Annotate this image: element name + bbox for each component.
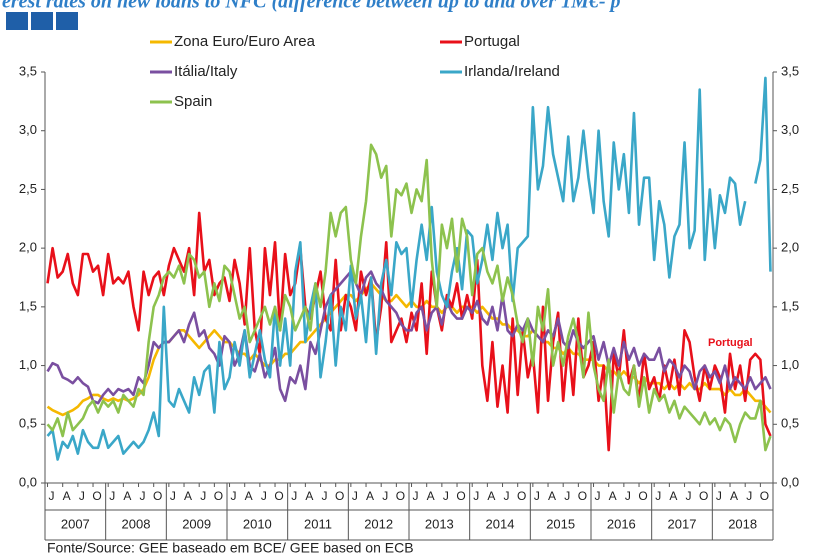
x-tick-label: J [473,489,479,503]
y2-tick-label: 3,5 [781,63,799,78]
x-tick-label: J [49,489,55,503]
logo-square [6,12,28,30]
x-tick-label: A [427,489,435,503]
x-tick-label: J [504,489,510,503]
x-tick-label: J [382,489,388,503]
year-label: 2018 [728,516,757,531]
x-tick-label: J [140,489,146,503]
y2-tick-label: 0,5 [781,416,799,431]
y-tick-label: 3,0 [19,122,37,137]
year-label: 2009 [182,516,211,531]
series-line [46,76,772,461]
y2-tick-label: 3,0 [781,122,799,137]
x-tick-label: A [669,489,677,503]
x-tick-label: J [443,489,449,503]
x-tick-label: J [655,489,661,503]
y2-tick-label: 2,0 [781,240,799,255]
series-line [46,143,772,452]
x-tick-label: O [638,489,647,503]
legend-label: Spain [174,93,212,110]
y2-tick-label: 1,0 [781,357,799,372]
x-tick-label: O [153,489,162,503]
x-tick-label: A [305,489,313,503]
x-tick-label: A [548,489,556,503]
x-tick-label: O [699,489,708,503]
x-tick-label: J [595,489,601,503]
year-label: 2013 [425,516,454,531]
y-tick-label: 3,5 [19,63,37,78]
annotation: Portugal [708,337,753,349]
x-tick-label: A [730,489,738,503]
x-tick-label: O [578,489,587,503]
year-label: 2010 [243,516,272,531]
x-tick-label: J [261,489,267,503]
legend-label: Irlanda/Ireland [464,63,560,80]
x-tick-label: J [170,489,176,503]
x-tick-label: J [200,489,206,503]
source-note: Fonte/Source: GEE baseado em BCE/ GEE ba… [47,540,414,556]
x-tick-label: O [274,489,283,503]
y-tick-label: 1,5 [19,298,37,313]
y2-tick-label: 1,5 [781,298,799,313]
x-tick-label: J [322,489,328,503]
x-tick-label: A [63,489,71,503]
x-tick-label: J [625,489,631,503]
x-tick-label: A [123,489,131,503]
x-tick-label: A [487,489,495,503]
x-tick-label: O [517,489,526,503]
x-tick-label: A [609,489,617,503]
year-label: 2015 [546,516,575,531]
x-tick-label: J [413,489,419,503]
legend-label: Zona Euro/Euro Area [174,33,316,50]
x-tick-label: A [366,489,374,503]
year-label: 2017 [668,516,697,531]
x-tick-label: J [291,489,297,503]
chart-title: erest rates on new loans to NFC (differe… [2,0,621,13]
x-tick-label: J [564,489,570,503]
legend-label: Portugal [464,33,520,50]
y2-tick-label: 0,0 [781,474,799,489]
x-tick-label: O [92,489,101,503]
y-tick-label: 2,5 [19,181,37,196]
x-tick-label: O [335,489,344,503]
x-tick-label: J [534,489,540,503]
y-tick-label: 2,0 [19,240,37,255]
y-tick-label: 0,0 [19,474,37,489]
year-label: 2011 [304,516,332,531]
y-tick-label: 0,5 [19,416,37,431]
x-tick-label: O [396,489,405,503]
year-label: 2008 [122,516,151,531]
x-tick-label: J [686,489,692,503]
x-tick-label: O [456,489,465,503]
y2-tick-label: 2,5 [781,181,799,196]
x-tick-label: O [214,489,223,503]
x-tick-label: J [231,489,237,503]
x-tick-label: O [760,489,769,503]
x-tick-label: J [746,489,752,503]
series-line [46,270,772,405]
year-label: 2016 [607,516,636,531]
year-label: 2007 [61,516,90,531]
x-tick-label: A [245,489,253,503]
x-tick-label: J [109,489,115,503]
x-tick-label: A [184,489,192,503]
x-tick-label: J [352,489,358,503]
year-label: 2012 [364,516,393,531]
year-label: 2014 [486,516,515,531]
x-tick-label: J [79,489,85,503]
logo-square [56,12,78,30]
logo-square [31,12,53,30]
y-tick-label: 1,0 [19,357,37,372]
x-tick-label: J [716,489,722,503]
legend-label: Itália/Italy [174,63,238,80]
